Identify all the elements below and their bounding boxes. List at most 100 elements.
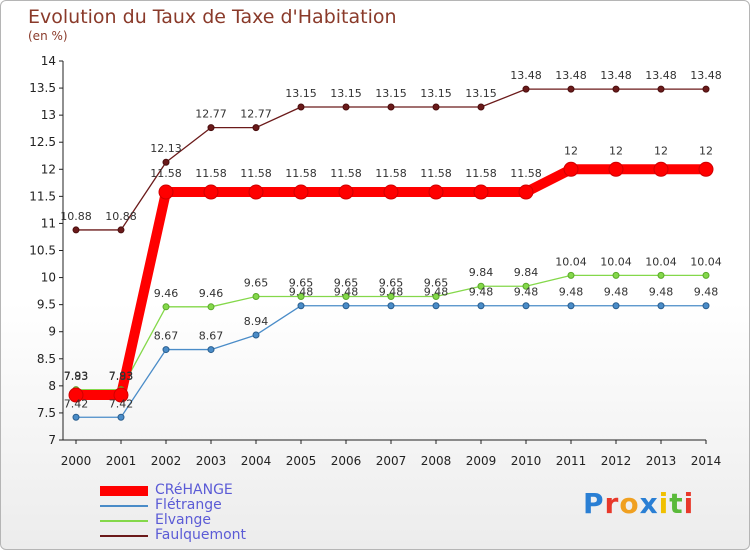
data-label-fltrange: 9.48 (694, 286, 719, 299)
x-tick-label: 2002 (151, 454, 182, 468)
data-label-fltrange: 8.67 (199, 330, 224, 343)
data-point-fltrange (72, 413, 80, 421)
data-label-crhange: 11.58 (420, 167, 452, 180)
data-point-crhange (428, 184, 444, 200)
data-label-faulquemont: 13.48 (510, 69, 542, 82)
data-label-elvange: 9.65 (334, 277, 359, 290)
data-point-crhange (698, 161, 714, 177)
data-point-fltrange (612, 302, 620, 310)
data-label-elvange: 10.04 (555, 255, 587, 268)
data-point-fltrange (387, 302, 395, 310)
data-label-fltrange: 9.48 (379, 286, 404, 299)
data-label-elvange: 9.46 (154, 287, 179, 300)
y-tick-label: 8 (48, 379, 56, 393)
data-label-elvange: 9.65 (424, 277, 449, 290)
logo-letter: P (583, 487, 605, 520)
data-label-elvange: 9.65 (289, 277, 314, 290)
data-label-faulquemont: 12.77 (195, 108, 227, 121)
data-point-faulquemont (432, 103, 440, 111)
data-point-elvange (702, 271, 710, 279)
data-label-faulquemont: 12.13 (150, 142, 182, 155)
legend-swatch (100, 486, 148, 496)
data-label-fltrange: 9.48 (604, 286, 629, 299)
x-tick-label: 2005 (286, 454, 317, 468)
data-point-fltrange (477, 302, 485, 310)
logo-letter: t (669, 487, 684, 520)
x-tick-label: 2012 (601, 454, 632, 468)
x-tick-label: 2000 (61, 454, 92, 468)
data-label-faulquemont: 13.15 (285, 87, 317, 100)
data-point-faulquemont (117, 226, 125, 234)
chart-axes: 7 7.5 8 8.5 9 9.5 10 10.5 11 11.5 12 12.5 13 13.5 14 20… (29, 54, 721, 468)
data-point-fltrange (207, 346, 215, 354)
data-point-faulquemont (297, 103, 305, 111)
data-point-faulquemont (72, 226, 80, 234)
data-point-fltrange (162, 346, 170, 354)
data-label-fltrange: 9.48 (334, 286, 359, 299)
data-label-faulquemont: 10.88 (60, 210, 92, 223)
data-label-faulquemont: 13.48 (600, 69, 632, 82)
data-label-elvange: 9.84 (469, 266, 494, 279)
logo-letter: i (683, 487, 695, 520)
x-tick-label: 2013 (646, 454, 677, 468)
data-label-fltrange: 8.94 (244, 315, 269, 328)
data-label-crhange: 12 (609, 144, 623, 157)
data-label-crhange: 11.58 (375, 167, 407, 180)
data-point-faulquemont (207, 124, 215, 132)
data-label-crhange: 11.58 (285, 167, 317, 180)
data-label-crhange: 12 (699, 144, 713, 157)
x-tick-label: 2006 (331, 454, 362, 468)
x-tick-label: 2014 (691, 454, 722, 468)
data-label-faulquemont: 13.48 (555, 69, 587, 82)
data-point-crhange (653, 161, 669, 177)
data-point-crhange (518, 184, 534, 200)
data-label-crhange: 12 (564, 144, 578, 157)
data-label-elvange: 9.65 (379, 277, 404, 290)
data-point-crhange (113, 387, 129, 403)
data-point-faulquemont (387, 103, 395, 111)
data-point-crhange (338, 184, 354, 200)
data-point-elvange (432, 293, 440, 301)
data-label-faulquemont: 13.15 (465, 87, 497, 100)
data-label-elvange: 9.46 (199, 287, 224, 300)
y-tick-label: 12 (41, 162, 56, 176)
data-label-crhange: 11.58 (240, 167, 272, 180)
data-label-elvange: 10.04 (690, 255, 722, 268)
data-point-faulquemont (522, 85, 530, 93)
data-label-fltrange: 8.67 (154, 330, 179, 343)
x-tick-label: 2004 (241, 454, 272, 468)
data-point-elvange (297, 293, 305, 301)
data-point-fltrange (342, 302, 350, 310)
x-tick-label: 2011 (556, 454, 587, 468)
legend-swatch (100, 535, 148, 537)
data-point-elvange (657, 271, 665, 279)
data-point-elvange (387, 293, 395, 301)
legend-label: Faulquemont (155, 527, 247, 543)
data-point-faulquemont (477, 103, 485, 111)
data-label-faulquemont: 13.48 (645, 69, 677, 82)
data-label-fltrange: 7.42 (109, 397, 134, 410)
data-point-fltrange (297, 302, 305, 310)
logo-letter: i (658, 487, 670, 520)
data-point-faulquemont (702, 85, 710, 93)
proxiti-logo: Proxiti (583, 487, 694, 520)
data-label-faulquemont: 13.48 (690, 69, 722, 82)
data-label-faulquemont: 10.88 (105, 210, 137, 223)
data-label-fltrange: 7.42 (64, 397, 89, 410)
data-point-fltrange (117, 413, 125, 421)
data-point-fltrange (567, 302, 575, 310)
data-label-elvange: 7.93 (64, 370, 89, 383)
logo-letter: r (604, 487, 620, 520)
series-lines (76, 88, 706, 418)
data-point-faulquemont (162, 158, 170, 166)
data-label-fltrange: 9.48 (514, 286, 539, 299)
data-point-elvange (207, 303, 215, 311)
data-point-fltrange (252, 331, 260, 339)
y-tick-label: 13 (41, 108, 56, 122)
y-tick-label: 7 (48, 433, 56, 447)
logo-letter: x (639, 487, 659, 520)
legend-label: Elvange (155, 512, 211, 528)
y-tick-label: 9 (48, 325, 56, 339)
data-label-crhange: 11.58 (195, 167, 227, 180)
data-label-faulquemont: 13.15 (420, 87, 452, 100)
